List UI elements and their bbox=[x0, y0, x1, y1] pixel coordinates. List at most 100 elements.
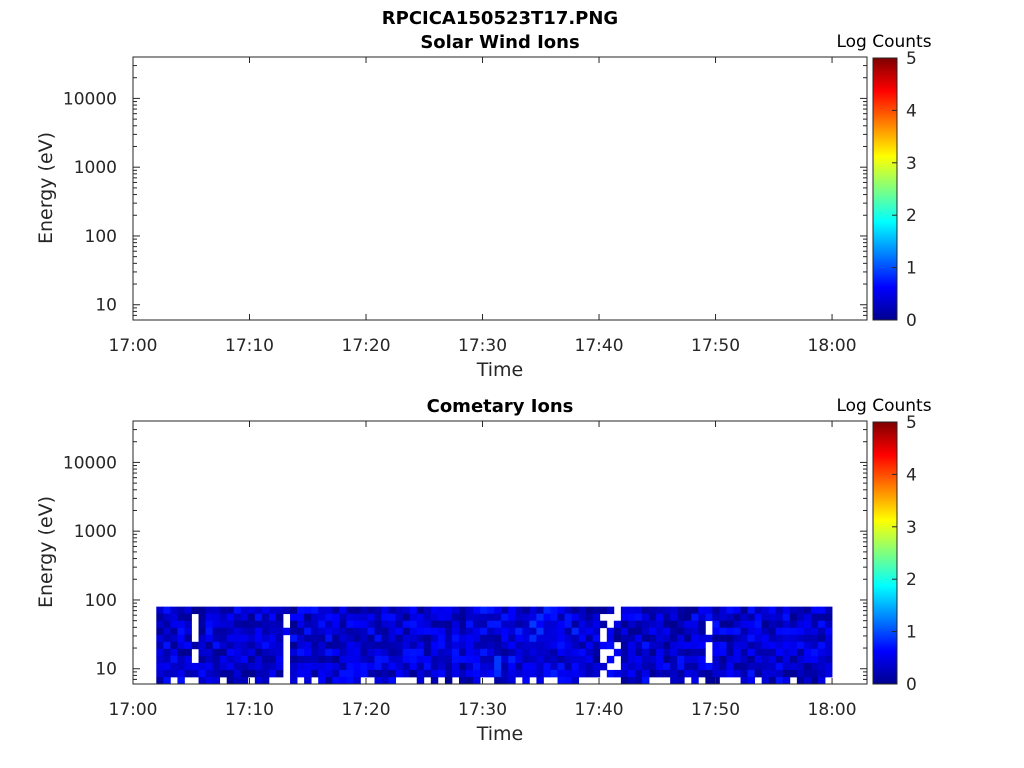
panel-1-plot-area bbox=[132, 56, 868, 321]
heatmap-cell bbox=[275, 641, 284, 650]
heatmap-cell bbox=[592, 606, 601, 615]
heatmap-cell bbox=[740, 613, 748, 622]
heatmap-cell bbox=[768, 669, 777, 678]
heatmap-cell bbox=[170, 613, 178, 622]
heatmap-cell bbox=[627, 641, 636, 650]
heatmap-cell bbox=[592, 641, 601, 650]
heatmap-cell bbox=[487, 606, 495, 615]
heatmap-cell bbox=[817, 662, 826, 671]
heatmap-cell bbox=[163, 676, 171, 685]
heatmap-cell bbox=[374, 669, 382, 678]
heatmap-cell bbox=[487, 627, 495, 636]
heatmap-cell bbox=[550, 669, 558, 678]
heatmap-cell bbox=[219, 648, 228, 657]
heatmap-cell bbox=[564, 613, 573, 622]
heatmap-cell bbox=[184, 669, 192, 678]
heatmap-cell bbox=[332, 620, 340, 629]
heatmap-cell bbox=[578, 606, 587, 615]
heatmap-cell bbox=[325, 627, 333, 636]
heatmap-cell bbox=[543, 655, 551, 664]
heatmap-cell bbox=[409, 613, 418, 622]
heatmap-cell bbox=[304, 620, 312, 629]
heatmap-cell bbox=[768, 676, 777, 685]
heatmap-cell bbox=[620, 627, 629, 636]
heatmap-cell bbox=[240, 648, 249, 657]
heatmap-cell bbox=[367, 634, 375, 643]
heatmap-cell bbox=[494, 634, 502, 643]
heatmap-cell bbox=[634, 669, 643, 678]
heatmap-cell bbox=[726, 662, 734, 671]
heatmap-cell bbox=[402, 606, 411, 615]
heatmap-cell bbox=[768, 655, 777, 664]
heatmap-cell bbox=[360, 620, 368, 629]
heatmap-cell bbox=[388, 634, 397, 643]
heatmap-cell bbox=[374, 627, 382, 636]
heatmap-cell bbox=[290, 641, 298, 650]
heatmap-cell bbox=[775, 606, 784, 615]
heatmap-cell bbox=[304, 669, 312, 678]
heatmap-cell bbox=[684, 634, 692, 643]
heatmap-cell bbox=[395, 648, 404, 657]
heatmap-cell bbox=[508, 676, 516, 685]
heatmap-cell bbox=[205, 627, 214, 636]
heatmap-cell bbox=[550, 641, 558, 650]
heatmap-cell bbox=[810, 641, 819, 650]
heatmap-cell bbox=[473, 662, 481, 671]
heatmap-cell bbox=[381, 648, 389, 657]
heatmap-cell bbox=[543, 620, 551, 629]
heatmap-cell bbox=[480, 662, 488, 671]
heatmap-cell bbox=[536, 627, 544, 636]
heatmap-cell bbox=[423, 669, 432, 678]
heatmap-cell bbox=[550, 655, 558, 664]
heatmap-cell bbox=[430, 613, 439, 622]
heatmap-cell bbox=[325, 606, 333, 615]
heatmap-cell bbox=[789, 641, 798, 650]
heatmap-cell bbox=[634, 606, 643, 615]
heatmap-cell bbox=[247, 655, 256, 664]
heatmap-cell bbox=[529, 641, 537, 650]
heatmap-cell bbox=[318, 627, 326, 636]
heatmap-cell bbox=[508, 655, 516, 664]
heatmap-cell bbox=[585, 627, 594, 636]
heatmap-cell bbox=[261, 662, 270, 671]
x-tick-label: 17:20 bbox=[342, 700, 391, 720]
heatmap-cell bbox=[444, 613, 453, 622]
heatmap-cell bbox=[726, 669, 734, 678]
heatmap-cell bbox=[775, 634, 784, 643]
heatmap-cell bbox=[789, 648, 798, 657]
heatmap-cell bbox=[226, 676, 235, 685]
heatmap-cell bbox=[592, 613, 601, 622]
heatmap-cell bbox=[233, 676, 242, 685]
heatmap-cell bbox=[304, 655, 312, 664]
heatmap-cell bbox=[691, 620, 699, 629]
panel-1-colorbar-label: Log Counts bbox=[836, 32, 931, 52]
heatmap-cell bbox=[325, 655, 333, 664]
heatmap-cell bbox=[592, 655, 601, 664]
heatmap-cell bbox=[494, 648, 502, 657]
heatmap-cell bbox=[768, 606, 777, 615]
heatmap-cell bbox=[325, 613, 333, 622]
heatmap-cell bbox=[304, 648, 312, 657]
heatmap-cell bbox=[170, 669, 178, 678]
heatmap-cell bbox=[437, 627, 446, 636]
heatmap-cell bbox=[606, 655, 615, 664]
heatmap-cell bbox=[782, 676, 791, 685]
heatmap-cell bbox=[268, 606, 277, 615]
colorbar-tick-label: 1 bbox=[906, 623, 917, 643]
heatmap-cell bbox=[691, 676, 699, 685]
heatmap-cell bbox=[290, 669, 298, 678]
heatmap-cell bbox=[268, 627, 277, 636]
heatmap-cell bbox=[170, 655, 178, 664]
heatmap-cell bbox=[395, 627, 404, 636]
heatmap-cell bbox=[578, 669, 587, 678]
heatmap-cell bbox=[564, 676, 573, 685]
heatmap-cell bbox=[613, 669, 622, 678]
heatmap-cell bbox=[550, 634, 558, 643]
heatmap-cell bbox=[311, 655, 319, 664]
heatmap-cell bbox=[395, 655, 404, 664]
heatmap-cell bbox=[810, 676, 819, 685]
heatmap-cell bbox=[656, 613, 664, 622]
heatmap-cell bbox=[451, 620, 460, 629]
heatmap-cell bbox=[543, 648, 551, 657]
heatmap-cell bbox=[754, 613, 763, 622]
